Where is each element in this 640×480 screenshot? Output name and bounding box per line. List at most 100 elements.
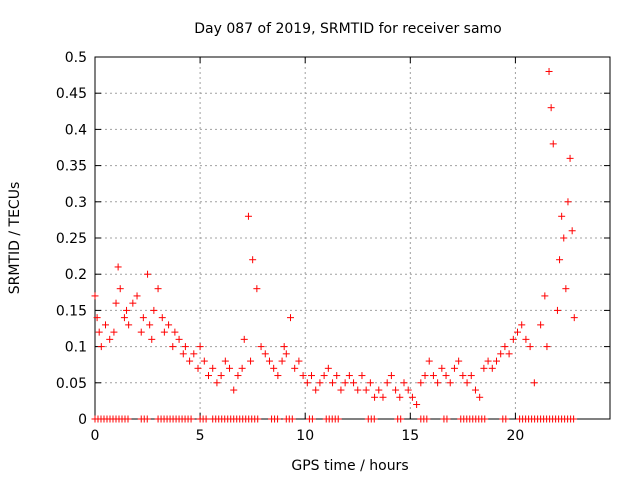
data-point — [257, 343, 265, 351]
data-point — [169, 343, 177, 351]
zero-data-point — [334, 415, 342, 423]
data-point — [526, 343, 534, 351]
data-point — [137, 328, 145, 336]
zero-data-point — [443, 415, 451, 423]
data-point — [274, 372, 282, 380]
data-point — [139, 314, 147, 322]
zero-data-point — [308, 415, 316, 423]
data-point — [230, 386, 238, 394]
data-point — [123, 306, 131, 314]
x-tick-label: 20 — [506, 428, 524, 444]
data-point — [522, 335, 530, 343]
data-point — [570, 314, 578, 322]
data-point — [383, 379, 391, 387]
data-point — [280, 343, 288, 351]
data-point — [295, 357, 303, 365]
data-point — [450, 364, 458, 372]
data-point — [278, 357, 286, 365]
zero-data-point — [397, 415, 405, 423]
zero-data-point — [502, 415, 510, 423]
data-point — [196, 343, 204, 351]
data-point — [425, 357, 433, 365]
data-point — [120, 314, 128, 322]
data-point — [541, 292, 549, 300]
data-point — [537, 321, 545, 329]
y-tick-label: 0.35 — [56, 159, 87, 175]
y-tick-label: 0.4 — [65, 122, 87, 138]
data-point — [190, 350, 198, 358]
data-point — [194, 364, 202, 372]
data-point — [261, 350, 269, 358]
y-axis-title: SRMTID / TECUs — [7, 182, 23, 295]
data-point — [265, 357, 273, 365]
data-point — [171, 328, 179, 336]
data-point — [455, 357, 463, 365]
data-point — [558, 212, 566, 220]
data-point — [238, 364, 246, 372]
plot-frame — [94, 56, 611, 420]
data-point — [362, 386, 370, 394]
y-tick-label: 0.45 — [56, 86, 87, 102]
data-point — [518, 321, 526, 329]
data-point — [213, 379, 221, 387]
data-point — [234, 372, 242, 380]
data-point — [91, 292, 99, 300]
data-point — [543, 343, 551, 351]
data-point — [488, 364, 496, 372]
data-point — [329, 379, 337, 387]
data-point — [179, 350, 187, 358]
data-point — [200, 357, 208, 365]
zero-data-point — [143, 415, 151, 423]
data-point — [358, 372, 366, 380]
data-point — [270, 364, 278, 372]
data-point — [95, 328, 103, 336]
data-point — [112, 299, 120, 307]
data-point — [501, 343, 509, 351]
data-point — [459, 372, 467, 380]
data-point — [509, 335, 517, 343]
data-point — [114, 263, 122, 271]
data-point — [442, 372, 450, 380]
x-tick-label: 10 — [296, 428, 314, 444]
data-point — [492, 357, 500, 365]
data-point — [514, 328, 522, 336]
y-tick-label: 0.3 — [65, 195, 87, 211]
data-point — [547, 104, 555, 112]
y-axis: 0 0.05 0.1 0.15 0.2 0.25 0.3 0.35 0.4 0.45 0.5 — [56, 50, 610, 428]
data-point — [387, 372, 395, 380]
x-tick-label: 0 — [91, 428, 100, 444]
data-point — [244, 212, 252, 220]
data-point — [345, 372, 353, 380]
data-point — [158, 314, 166, 322]
data-point — [429, 372, 437, 380]
data-point — [375, 386, 383, 394]
data-point — [312, 386, 320, 394]
data-point — [240, 335, 248, 343]
data-point — [337, 386, 345, 394]
data-point — [116, 285, 124, 293]
y-tick-label: 0 — [78, 412, 87, 428]
data-point — [564, 198, 572, 206]
data-point — [446, 379, 454, 387]
x-axis-title: GPS time / hours — [291, 458, 408, 474]
y-tick-label: 0.05 — [56, 376, 87, 392]
data-point — [226, 364, 234, 372]
data-point — [209, 364, 217, 372]
data-point — [97, 343, 105, 351]
data-point — [354, 386, 362, 394]
data-point — [205, 372, 213, 380]
data-point — [404, 386, 412, 394]
data-point — [324, 364, 332, 372]
data-point — [93, 314, 101, 322]
data-point — [320, 372, 328, 380]
data-point — [221, 357, 229, 365]
data-point — [549, 140, 557, 148]
data-point — [562, 285, 570, 293]
data-point — [350, 379, 358, 387]
data-point — [286, 314, 294, 322]
chart-title: Day 087 of 2019, SRMTID for receiver sam… — [194, 21, 502, 37]
data-point — [530, 379, 538, 387]
data-point — [371, 393, 379, 401]
zero-data-point — [124, 415, 132, 423]
